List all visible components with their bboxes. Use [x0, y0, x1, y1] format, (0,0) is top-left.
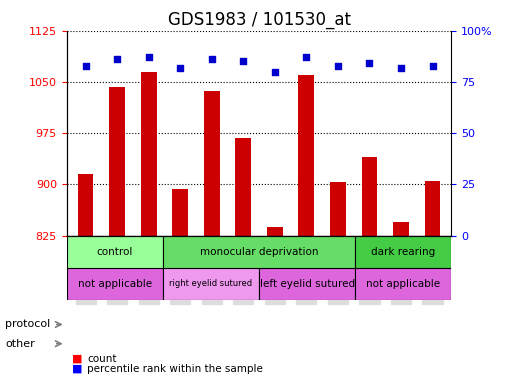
Bar: [393, 222, 409, 235]
Point: [208, 56, 216, 63]
Point: [428, 63, 437, 69]
Bar: [330, 182, 346, 235]
FancyBboxPatch shape: [355, 235, 451, 268]
Bar: [425, 181, 440, 235]
Point: [365, 60, 373, 66]
Text: control: control: [96, 247, 133, 257]
Text: right eyelid sutured: right eyelid sutured: [169, 279, 252, 288]
Bar: [362, 157, 378, 235]
Bar: [109, 88, 125, 235]
Bar: [78, 174, 93, 235]
Bar: [299, 75, 314, 235]
Point: [113, 56, 121, 63]
Point: [82, 63, 90, 69]
Text: not applicable: not applicable: [366, 278, 440, 288]
Text: left eyelid sutured: left eyelid sutured: [260, 278, 354, 288]
Text: ■: ■: [72, 364, 82, 374]
Point: [239, 58, 247, 65]
FancyBboxPatch shape: [163, 268, 259, 300]
Bar: [141, 72, 156, 235]
FancyBboxPatch shape: [259, 268, 355, 300]
Bar: [267, 227, 283, 235]
Text: percentile rank within the sample: percentile rank within the sample: [87, 364, 263, 374]
Text: protocol: protocol: [5, 319, 50, 329]
Point: [334, 63, 342, 69]
FancyBboxPatch shape: [67, 235, 163, 268]
Title: GDS1983 / 101530_at: GDS1983 / 101530_at: [168, 12, 350, 30]
Point: [397, 65, 405, 71]
Point: [271, 69, 279, 75]
Text: other: other: [5, 339, 35, 349]
Text: not applicable: not applicable: [78, 278, 152, 288]
Text: dark rearing: dark rearing: [371, 247, 436, 257]
Bar: [204, 91, 220, 235]
Bar: [235, 138, 251, 235]
Text: ■: ■: [72, 354, 82, 364]
Bar: [172, 189, 188, 235]
Point: [145, 54, 153, 60]
FancyBboxPatch shape: [67, 268, 163, 300]
Point: [176, 65, 184, 71]
Text: monocular deprivation: monocular deprivation: [200, 247, 318, 257]
FancyBboxPatch shape: [163, 235, 355, 268]
Point: [302, 54, 310, 60]
FancyBboxPatch shape: [355, 268, 451, 300]
Text: count: count: [87, 354, 117, 364]
